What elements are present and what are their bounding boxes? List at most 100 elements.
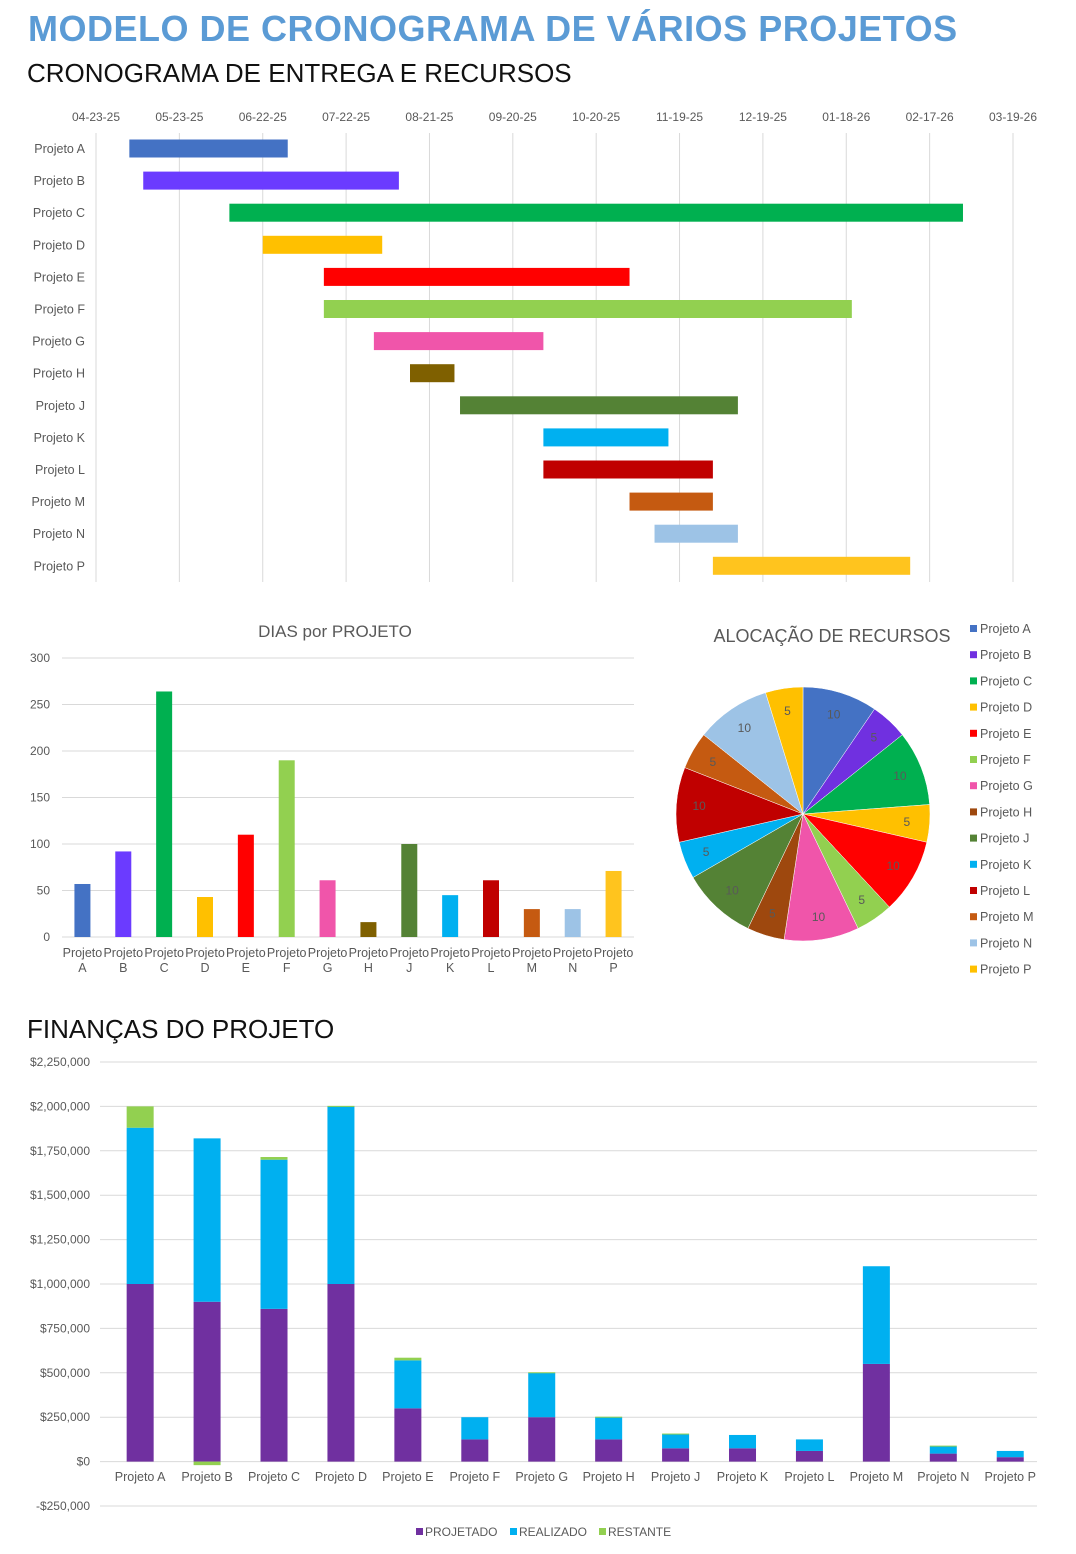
pie-legend-label: Projeto A [980, 622, 1031, 636]
finance-y-tick-label: $1,250,000 [30, 1233, 90, 1247]
days-x-tick-label-letter: A [78, 961, 87, 975]
pie-data-label: 5 [703, 845, 710, 859]
gantt-x-tick-label: 07-22-25 [322, 110, 370, 124]
finance-y-tick-label: $750,000 [40, 1321, 90, 1335]
finance-legend-swatch [510, 1528, 517, 1535]
pie-slice [783, 813, 859, 942]
days-x-tick-label: Projeto [185, 946, 225, 960]
finance-bar-projetado [193, 1301, 221, 1462]
finance-bar-realizado [996, 1450, 1024, 1458]
finance-x-tick-label: Projeto E [382, 1470, 433, 1484]
finance-bar-restante [662, 1433, 690, 1435]
pie-slice [692, 813, 804, 929]
pie-legend-label: Projeto K [980, 858, 1032, 872]
finance-bar-restante [929, 1445, 957, 1447]
gantt-bar [373, 332, 544, 351]
days-y-tick-label: 300 [30, 651, 50, 665]
days-x-tick-label: Projeto [594, 946, 634, 960]
pie-data-label: 5 [769, 907, 776, 921]
pie-data-label: 10 [725, 883, 739, 897]
finance-bar-projetado [595, 1439, 623, 1462]
pie-data-label: 5 [904, 815, 911, 829]
gantt-row-label: Projeto M [32, 495, 86, 509]
finance-legend-label: RESTANTE [608, 1525, 671, 1539]
finance-bar-projetado [862, 1363, 890, 1462]
finance-bar-restante [528, 1372, 556, 1374]
days-x-tick-label: Projeto [267, 946, 307, 960]
pie-slice [802, 686, 875, 815]
gantt-x-tick-label: 09-20-25 [489, 110, 537, 124]
finance-bar-projetado [461, 1439, 489, 1462]
finance-bar-projetado [394, 1408, 422, 1462]
finance-y-tick-label: $0 [77, 1455, 91, 1469]
days-x-tick-label-letter: H [364, 961, 373, 975]
finance-bar-projetado [929, 1453, 957, 1462]
gantt-x-tick-label: 08-21-25 [405, 110, 453, 124]
days-bar [319, 880, 336, 937]
finance-bar-realizado [929, 1446, 957, 1454]
gantt-bar [460, 396, 738, 415]
days-y-tick-label: 200 [30, 744, 50, 758]
finance-bar-realizado [595, 1417, 623, 1440]
gantt-row-label: Projeto E [34, 270, 85, 284]
finance-x-tick-label: Projeto G [515, 1470, 568, 1484]
pie-legend-label: Projeto G [980, 779, 1033, 793]
days-x-tick-label-letter: P [609, 961, 617, 975]
days-x-tick-label: Projeto [226, 946, 266, 960]
gantt-row-label: Projeto G [32, 335, 85, 349]
days-x-tick-label: Projeto [63, 946, 103, 960]
finance-legend-swatch [599, 1528, 606, 1535]
days-x-tick-label: Projeto [430, 946, 470, 960]
days-x-tick-label: Projeto [349, 946, 389, 960]
pie-legend-label: Projeto P [980, 963, 1031, 977]
pie-slice [703, 692, 804, 815]
days-x-tick-label: Projeto [308, 946, 348, 960]
gantt-bar [654, 524, 738, 543]
finance-legend-label: REALIZADO [519, 1525, 587, 1539]
finance-y-tick-label: $2,000,000 [30, 1099, 90, 1113]
pie-slice [675, 767, 804, 843]
pie-legend-swatch [970, 756, 977, 763]
gantt-row-label: Projeto J [36, 399, 85, 413]
days-y-tick-label: 100 [30, 837, 50, 851]
days-bar [156, 691, 173, 937]
days-bar [401, 844, 418, 937]
gantt-bar [629, 492, 713, 511]
days-x-tick-label-letter: F [283, 961, 291, 975]
pie-data-label: 5 [709, 755, 716, 769]
days-y-tick-label: 50 [37, 884, 51, 898]
pie-data-label: 5 [858, 893, 865, 907]
finance-bar-realizado [126, 1127, 154, 1284]
finance-x-tick-label: Projeto C [248, 1470, 300, 1484]
pie-data-label: 10 [893, 769, 907, 783]
pie-slice [765, 686, 804, 815]
pie-data-label: 10 [738, 721, 752, 735]
gantt-row-label: Projeto L [35, 463, 85, 477]
days-x-tick-label: Projeto [389, 946, 429, 960]
days-x-tick-label: Projeto [553, 946, 593, 960]
pie-legend-swatch [970, 913, 977, 921]
gantt-row-label: Projeto A [34, 142, 85, 156]
gantt-bar [323, 300, 852, 318]
days-x-tick-label-letter: C [160, 961, 169, 975]
pie-slice [802, 734, 930, 815]
finance-bar-realizado [461, 1417, 489, 1440]
finance-y-tick-label: $1,000,000 [30, 1277, 90, 1291]
gantt-row-label: Projeto D [33, 238, 85, 252]
gantt-row-label: Projeto F [34, 303, 85, 317]
days-x-tick-label-letter: G [323, 961, 333, 975]
gantt-bar [543, 460, 713, 479]
gantt-x-tick-label: 02-17-26 [906, 110, 954, 124]
days-x-tick-label-letter: M [527, 961, 537, 975]
days-bar [564, 909, 581, 937]
days-x-tick-label-letter: B [119, 961, 127, 975]
gantt-bar [129, 139, 288, 158]
gantt-bar [143, 171, 399, 190]
gantt-row-label: Projeto K [34, 431, 86, 445]
finance-bar-restante [126, 1106, 154, 1128]
gantt-x-tick-label: 12-19-25 [739, 110, 787, 124]
pie-data-label: 10 [692, 799, 706, 813]
finance-x-tick-label: Projeto L [784, 1470, 834, 1484]
gantt-bar [543, 428, 669, 447]
finance-y-tick-label: $500,000 [40, 1366, 90, 1380]
